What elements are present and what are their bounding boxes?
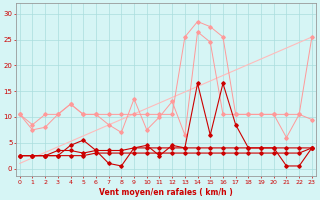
X-axis label: Vent moyen/en rafales ( km/h ): Vent moyen/en rafales ( km/h ) bbox=[99, 188, 233, 197]
